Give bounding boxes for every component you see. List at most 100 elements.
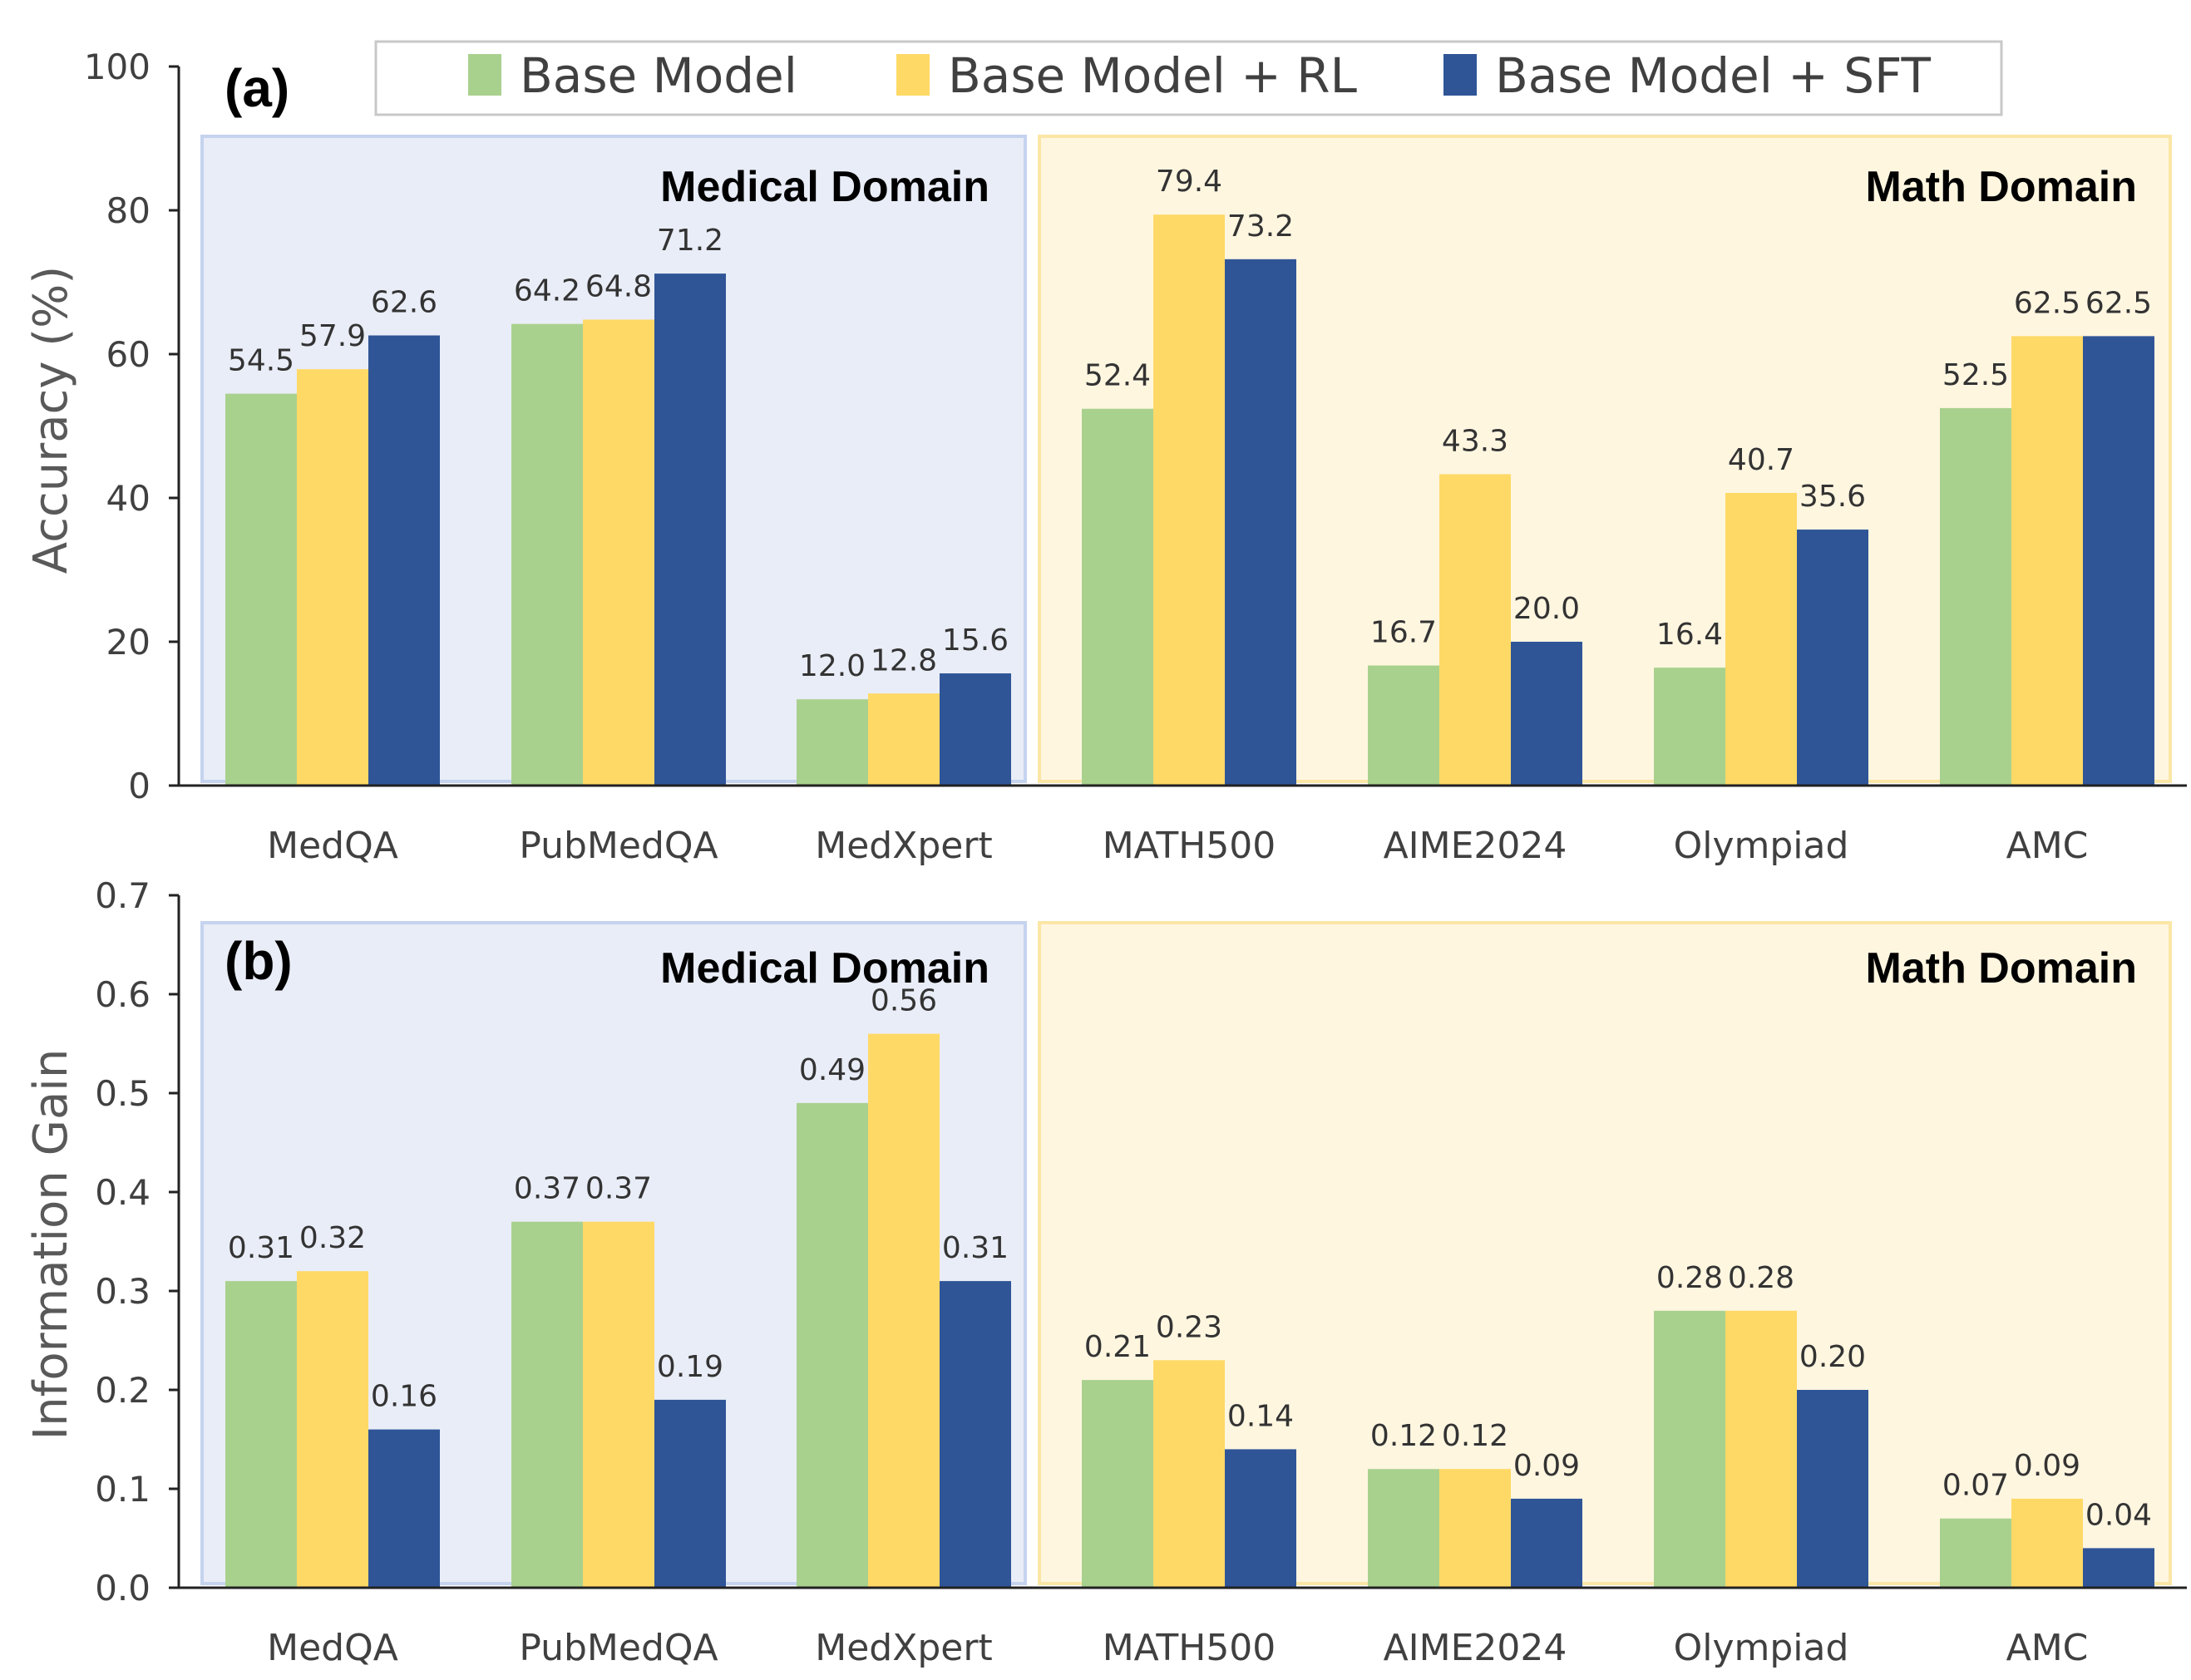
medical-domain-label: Medical Domain <box>660 163 989 211</box>
data-label: 79.4 <box>1156 165 1222 199</box>
data-label: 0.12 <box>1370 1419 1437 1453</box>
y-tick-label: 100 <box>84 47 151 87</box>
y-tick-label: 20 <box>106 622 151 663</box>
panel-label: (b) <box>225 931 293 991</box>
bar <box>368 1429 440 1588</box>
bar <box>1797 530 1868 786</box>
data-label: 0.16 <box>371 1380 437 1414</box>
data-label: 20.0 <box>1513 592 1580 626</box>
data-label: 0.37 <box>585 1172 652 1206</box>
bar <box>797 699 868 786</box>
bar <box>1797 1390 1868 1588</box>
bar <box>654 273 726 786</box>
legend-swatch <box>468 54 501 96</box>
bar <box>868 1033 940 1588</box>
data-label: 54.5 <box>228 344 294 378</box>
bar <box>225 393 297 786</box>
bar <box>1225 1449 1296 1588</box>
bar <box>1368 665 1439 786</box>
data-label: 0.31 <box>228 1231 294 1265</box>
data-label: 52.4 <box>1084 359 1151 393</box>
data-label: 0.19 <box>657 1350 723 1384</box>
x-tick-label: PubMedQA <box>519 1627 718 1669</box>
x-tick-label: Olympiad <box>1674 1627 1849 1669</box>
bar <box>297 1271 368 1588</box>
bar <box>297 369 368 786</box>
data-label: 40.7 <box>1728 443 1794 477</box>
bar <box>2011 336 2083 786</box>
medical-domain-label: Medical Domain <box>660 944 989 993</box>
y-tick-label: 0.4 <box>95 1172 151 1213</box>
data-label: 12.0 <box>799 649 866 683</box>
bar <box>1082 408 1153 786</box>
bar <box>583 1221 654 1588</box>
x-tick-label: MedXpert <box>815 825 992 867</box>
y-axis-title: Accuracy (%) <box>24 266 78 574</box>
y-tick-label: 0.6 <box>95 974 151 1015</box>
x-tick-label: AIME2024 <box>1384 1627 1567 1669</box>
bar <box>1153 214 1225 786</box>
x-tick-label: MATH500 <box>1103 825 1276 867</box>
data-label: 71.2 <box>657 224 723 258</box>
data-label: 52.5 <box>1942 358 2009 392</box>
data-label: 0.31 <box>942 1231 1009 1265</box>
bar <box>368 335 440 786</box>
data-label: 0.28 <box>1656 1261 1723 1295</box>
y-tick-label: 80 <box>106 190 151 231</box>
bar <box>1940 1518 2011 1588</box>
data-label: 62.5 <box>2014 286 2080 320</box>
bar <box>511 323 583 786</box>
y-tick-label: 0 <box>128 766 151 806</box>
bar <box>940 1281 1011 1588</box>
data-label: 57.9 <box>299 319 366 353</box>
bar <box>225 1281 297 1588</box>
y-tick-label: 0.5 <box>95 1073 151 1114</box>
data-label: 0.09 <box>1513 1449 1580 1483</box>
bar <box>511 1221 583 1588</box>
x-tick-label: PubMedQA <box>519 825 718 867</box>
legend-label: Base Model + RL <box>948 47 1357 104</box>
data-label: 0.28 <box>1728 1261 1794 1295</box>
x-tick-label: AMC <box>2006 825 2089 867</box>
legend-swatch <box>896 54 930 96</box>
x-tick-label: MedXpert <box>815 1627 992 1669</box>
data-label: 64.2 <box>514 274 580 308</box>
data-label: 0.14 <box>1227 1399 1294 1433</box>
bar <box>2011 1498 2083 1588</box>
bar <box>1654 1310 1725 1588</box>
bar <box>1439 474 1511 786</box>
x-tick-label: MedQA <box>267 825 398 867</box>
legend-label: Base Model + SFT <box>1495 47 1931 104</box>
data-label: 0.23 <box>1156 1310 1222 1344</box>
x-tick-label: AMC <box>2006 1627 2089 1669</box>
x-tick-label: AIME2024 <box>1384 825 1567 867</box>
bar <box>940 673 1011 786</box>
x-tick-label: MedQA <box>267 1627 398 1669</box>
math-domain-label: Math Domain <box>1866 163 2137 211</box>
bar <box>797 1102 868 1588</box>
bar <box>583 319 654 786</box>
data-label: 64.8 <box>585 269 652 303</box>
bar <box>654 1399 726 1588</box>
bar <box>1654 668 1725 786</box>
math-domain-label: Math Domain <box>1866 944 2137 993</box>
bar <box>1725 492 1797 786</box>
x-tick-label: Olympiad <box>1674 825 1849 867</box>
data-label: 0.37 <box>514 1172 580 1206</box>
y-tick-label: 0.2 <box>95 1370 151 1411</box>
bar <box>1439 1469 1511 1588</box>
legend-label: Base Model <box>520 47 797 104</box>
bar <box>2083 1548 2154 1588</box>
y-tick-label: 60 <box>106 334 151 375</box>
bar <box>1511 1498 1582 1588</box>
bar <box>1082 1380 1153 1588</box>
y-tick-label: 0.0 <box>95 1568 151 1609</box>
data-label: 0.12 <box>1442 1419 1508 1453</box>
y-tick-label: 0.1 <box>95 1469 151 1510</box>
bar <box>1225 259 1296 786</box>
data-label: 0.56 <box>871 984 937 1018</box>
bar <box>1940 407 2011 786</box>
bar <box>1153 1360 1225 1588</box>
data-label: 73.2 <box>1227 209 1294 244</box>
